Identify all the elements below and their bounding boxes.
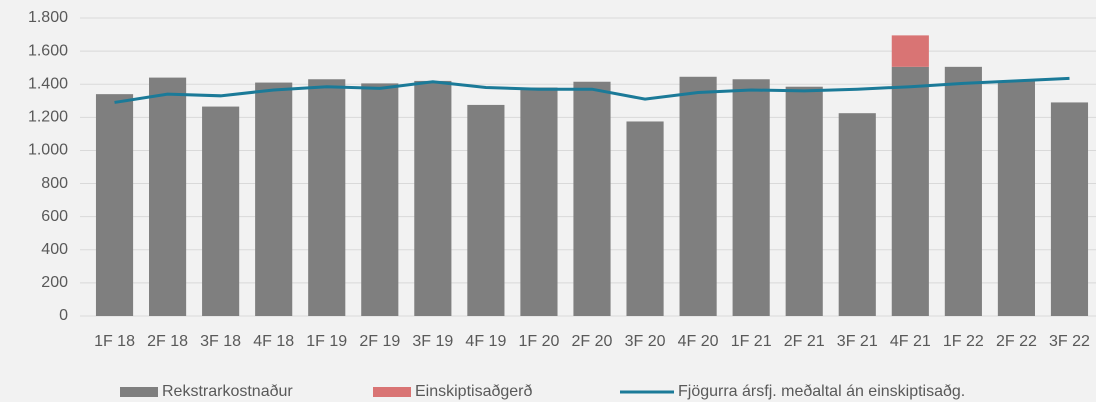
y-tick-label: 1.000 — [28, 142, 68, 159]
bar — [573, 81, 611, 316]
bar — [361, 83, 399, 317]
x-tick-label: 1F 19 — [306, 333, 347, 350]
x-tick-label: 3F 21 — [837, 333, 878, 350]
x-tick-label: 3F 18 — [200, 333, 241, 350]
legend-label: Einskiptisaðgerð — [415, 383, 533, 400]
y-tick-label: 400 — [41, 241, 68, 258]
bar — [679, 76, 717, 317]
x-tick-label: 1F 22 — [943, 333, 984, 350]
x-tick-label: 2F 19 — [359, 333, 400, 350]
bar — [95, 94, 134, 317]
x-tick-label: 1F 20 — [518, 333, 559, 350]
x-tick-label: 4F 19 — [465, 333, 506, 350]
bar — [414, 80, 452, 317]
y-tick-label: 1.400 — [28, 75, 68, 92]
bar — [202, 106, 240, 316]
bar — [467, 104, 505, 317]
y-tick-label: 600 — [41, 208, 68, 225]
x-tick-label: 2F 18 — [147, 333, 188, 350]
legend-label: Fjögurra ársfj. meðaltal án einskiptisað… — [678, 383, 965, 400]
bar — [520, 87, 558, 317]
x-tick-label: 4F 20 — [678, 333, 719, 350]
y-tick-label: 200 — [41, 274, 68, 291]
bar — [997, 80, 1035, 317]
x-tick-label: 3F 22 — [1049, 333, 1090, 350]
legend-swatch — [373, 387, 411, 397]
x-tick-label: 2F 20 — [572, 333, 613, 350]
bar — [785, 86, 823, 316]
bar — [149, 77, 187, 316]
x-tick-label: 3F 19 — [412, 333, 453, 350]
bar — [944, 66, 982, 316]
y-tick-label: 1.200 — [28, 109, 68, 126]
y-tick-label: 1.600 — [28, 42, 68, 59]
legend-label: Rekstrarkostnaður — [162, 383, 293, 400]
x-tick-label: 2F 21 — [784, 333, 825, 350]
x-tick-label: 3F 20 — [625, 333, 666, 350]
x-tick-label: 4F 18 — [253, 333, 294, 350]
bar — [626, 121, 664, 316]
x-tick-label: 1F 21 — [731, 333, 772, 350]
bar — [891, 35, 929, 67]
bar — [1050, 102, 1089, 316]
y-tick-label: 0 — [59, 307, 68, 324]
bar — [838, 113, 876, 316]
x-tick-label: 4F 21 — [890, 333, 931, 350]
legend-swatch — [120, 387, 158, 397]
bar — [255, 82, 293, 316]
y-tick-label: 800 — [41, 175, 68, 192]
bar — [732, 79, 770, 316]
x-tick-label: 1F 18 — [94, 333, 135, 350]
bar — [308, 79, 346, 316]
line — [114, 76, 1070, 104]
bar — [891, 66, 929, 316]
y-tick-label: 1.800 — [28, 9, 68, 26]
x-tick-label: 2F 22 — [996, 333, 1037, 350]
